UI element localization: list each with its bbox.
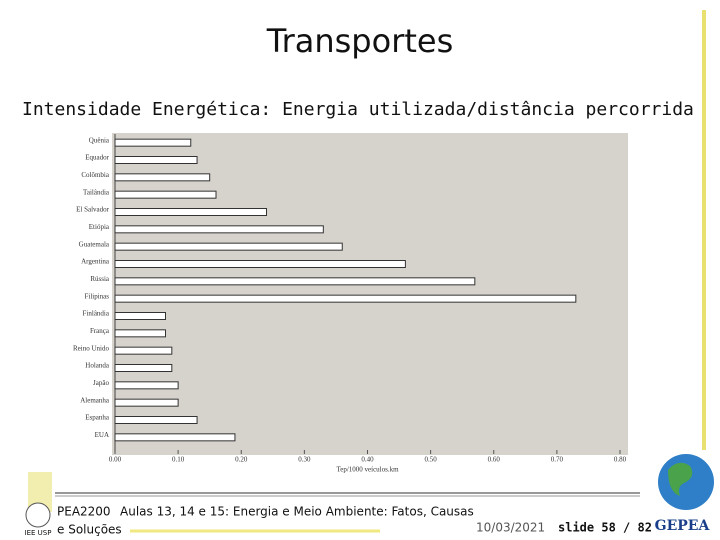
footer-text: Aulas 13, 14 e 15: Energia e Meio Ambien… xyxy=(120,505,474,519)
bar xyxy=(114,346,173,355)
bar xyxy=(114,277,476,286)
course-code: PEA2200 xyxy=(57,505,111,519)
y-tick-label: El Salvador xyxy=(76,206,110,214)
bar xyxy=(114,416,198,424)
x-tick-label: 0.60 xyxy=(488,456,501,464)
left-logo-icon xyxy=(25,502,51,528)
bar xyxy=(114,208,267,216)
y-tick-label: Japão xyxy=(93,379,109,387)
y-tick-label: Quênia xyxy=(89,136,110,144)
bar xyxy=(114,398,179,407)
y-tick-label: França xyxy=(90,327,110,335)
x-tick-label: 0.10 xyxy=(172,456,185,464)
left-logo: IEE USP xyxy=(25,529,52,537)
bar xyxy=(114,364,173,372)
slide-title: Transportes xyxy=(266,22,454,60)
y-tick-label: Guatemala xyxy=(79,240,110,248)
y-tick-label: Colômbia xyxy=(81,171,110,179)
footer-text: e Soluções xyxy=(57,523,122,537)
x-tick-label: 0.20 xyxy=(235,456,248,464)
bar xyxy=(114,173,211,182)
x-tick-label: 0.50 xyxy=(425,456,438,464)
bar xyxy=(114,312,166,320)
y-tick-label: Alemanha xyxy=(80,396,110,404)
slide-number: slide 58 / 82 xyxy=(558,521,652,535)
x-tick-label: 0.00 xyxy=(109,456,122,464)
bar xyxy=(114,294,577,303)
bar xyxy=(114,329,166,338)
x-tick-label: 0.70 xyxy=(551,456,564,464)
date: 10/03/2021 xyxy=(476,521,545,535)
subtitle: Intensidade Energética: Energia utilizad… xyxy=(22,99,694,120)
y-tick-label: Holanda xyxy=(85,362,110,370)
bar xyxy=(114,260,406,268)
y-tick-label: Argentina xyxy=(81,258,110,266)
y-tick-label: Espanha xyxy=(85,414,110,422)
y-tick-label: Filipinas xyxy=(84,292,109,300)
y-tick-label: Rússia xyxy=(90,275,110,283)
x-axis-label: Tep/1000 veículos.km xyxy=(336,466,399,474)
y-tick-label: Etiópia xyxy=(89,223,110,231)
plot: 0.00 0.10 0.20 0.30 0.40 0.50 0.60 0.70 0.80 Tep/… xyxy=(73,134,627,474)
logo-land xyxy=(668,462,693,496)
bar xyxy=(114,156,198,164)
x-tick-label: 0.40 xyxy=(361,456,374,464)
plot-bg xyxy=(112,133,628,455)
bar xyxy=(114,381,179,390)
bar xyxy=(114,225,324,234)
x-tick-label: 0.80 xyxy=(614,456,627,464)
bar xyxy=(114,433,236,442)
x-tick-label: 0.30 xyxy=(298,456,311,464)
bar xyxy=(114,242,343,251)
y-tick-label: Equador xyxy=(85,154,109,162)
y-tick-label: Tailândia xyxy=(83,188,110,196)
y-tick-label: EUA xyxy=(95,431,109,439)
y-tick-label: Finlândia xyxy=(83,310,110,318)
y-tick-label: Reino Unido xyxy=(73,344,109,352)
logo-text: GEPEA xyxy=(655,518,711,534)
bar xyxy=(114,190,217,199)
bar xyxy=(114,138,192,147)
